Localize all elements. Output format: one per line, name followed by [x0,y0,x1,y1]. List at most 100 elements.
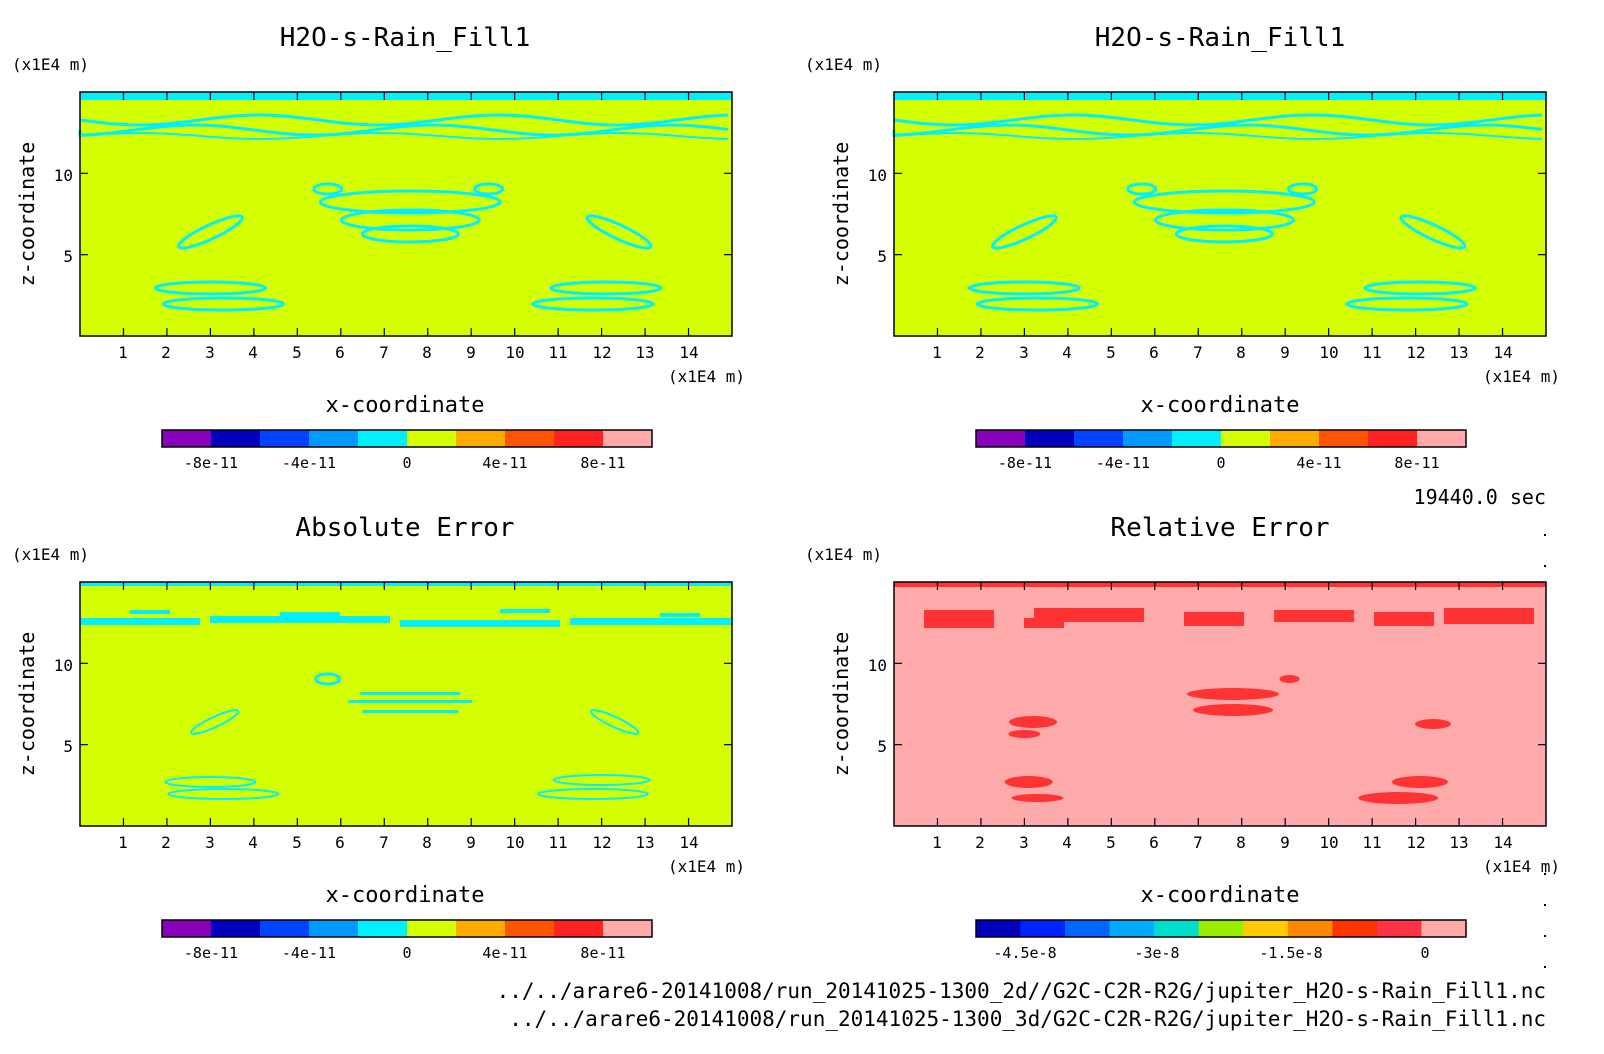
colorbar-cell [407,920,457,937]
x-tick-label: 2 [161,343,171,362]
colorbar-cell [309,430,359,447]
y-unit-label: (x1E4 m) [805,55,882,74]
error-band [500,609,550,613]
colorbar-cell [1243,920,1289,937]
colorbar-cell [505,920,555,937]
error-patch [1279,675,1300,683]
colorbar-cell [976,920,1021,937]
x-tick-label: 8 [422,833,432,852]
cloud-band-line [78,123,729,137]
margin-dots [1544,534,1546,968]
y-tick-label: 10 [54,166,73,185]
colorbar-tick-label: 4e-11 [482,944,527,962]
cell-contour [552,774,651,786]
x-tick-label: 1 [932,343,942,362]
error-patch [1184,612,1244,626]
plot-area [892,91,1547,337]
footer-path-1: ../../arare6-20141008/run_20141025-1300_… [497,979,1546,1003]
cloud-band-line [79,132,729,140]
cell-contour [536,788,649,800]
colorbar-tick-label: -4e-11 [282,454,336,472]
x-tick-label: 10 [505,343,524,362]
x-tick-label: 13 [635,343,654,362]
x-tick-label: 4 [1062,343,1072,362]
y-tick-label: 5 [877,247,887,266]
error-patch [1187,688,1280,700]
error-patch [1034,608,1144,622]
arc-contour [362,710,459,713]
plot-frame [893,91,1547,337]
top-band [80,582,732,586]
colorbar-tick-label: 0 [1216,454,1225,472]
error-patch [924,610,994,628]
y-axis-label: z-coordinate [15,632,39,777]
panel-title: H2O-s-Rain_Fill1 [1095,23,1345,53]
margin-dot [1544,565,1546,567]
colorbar-cell [260,430,310,447]
y-tick-marks [894,662,1546,746]
colorbar-cell [1376,920,1422,937]
margin-dot [1544,873,1546,875]
error-band [660,613,700,617]
x-tick-label: 11 [548,343,567,362]
plot-area [79,581,733,827]
x-tick-label: 7 [1193,833,1203,852]
x-axis-label: x-coordinate [326,883,485,908]
y-axis-label: z-coordinate [15,142,39,287]
colorbar-tick-label: -3e-8 [1134,944,1179,962]
x-axis-label: x-coordinate [1141,393,1300,418]
x-tick-label: 8 [422,343,432,362]
arc-contour [339,208,481,232]
colorbar-cell [1287,920,1333,937]
cell-contour [164,776,257,788]
plot-frame [79,91,733,337]
colorbar-cell [554,920,604,937]
colorbar-cell [1109,920,1155,937]
y-unit-label: (x1E4 m) [12,55,89,74]
cell-contour [161,296,285,312]
error-band [280,612,340,616]
x-tick-label: 11 [1362,833,1381,852]
colorbar-cell [1020,920,1066,937]
colorbar-cell [456,920,506,937]
cloud-band-line [79,113,729,127]
colorbar-frame [975,919,1467,938]
streak-contour [1399,214,1467,250]
colorbar-cell [260,920,310,937]
x-tick-label: 5 [292,833,302,852]
error-band [80,618,200,625]
colorbar-tick-label: 8e-11 [580,944,625,962]
panel-4: Relative Error (x1E4 m) 1 2 3 4 5 6 7 8 … [805,513,1560,962]
margin-dot [1544,534,1546,536]
streak-contour [991,214,1058,250]
colorbar [161,919,653,938]
x-tick-label: 11 [1362,343,1381,362]
colorbar [975,429,1467,448]
x-tick-label: 5 [1106,833,1116,852]
x-axis-label: x-coordinate [1141,883,1300,908]
colorbar-cell [211,430,261,447]
error-patch [1008,730,1041,738]
contour-features [892,92,1546,312]
panel-3: Absolute Error (x1E4 m) 1 2 3 4 5 6 7 8 … [12,513,745,962]
colorbar-cell [211,920,261,937]
colorbar-frame [975,429,1467,448]
x-tick-label: 1 [932,833,942,852]
x-tick-marks [936,92,1504,336]
x-tick-label: 5 [292,343,302,362]
x-tick-label: 10 [1319,343,1338,362]
x-tick-label: 12 [592,343,611,362]
x-tick-label: 8 [1236,343,1246,362]
error-patch [1391,776,1448,788]
error-band [400,620,560,627]
colorbar-cell [162,920,212,937]
x-unit-label: (x1E4 m) [1483,367,1560,386]
y-axis-label: z-coordinate [829,142,853,287]
colorbar-cell [407,430,457,447]
cell-contour [1363,280,1477,296]
cell-contour [967,280,1081,296]
colorbar-cells [162,920,653,937]
colorbar-cell [1198,920,1244,937]
colorbar-tick-label: 4e-11 [482,454,527,472]
